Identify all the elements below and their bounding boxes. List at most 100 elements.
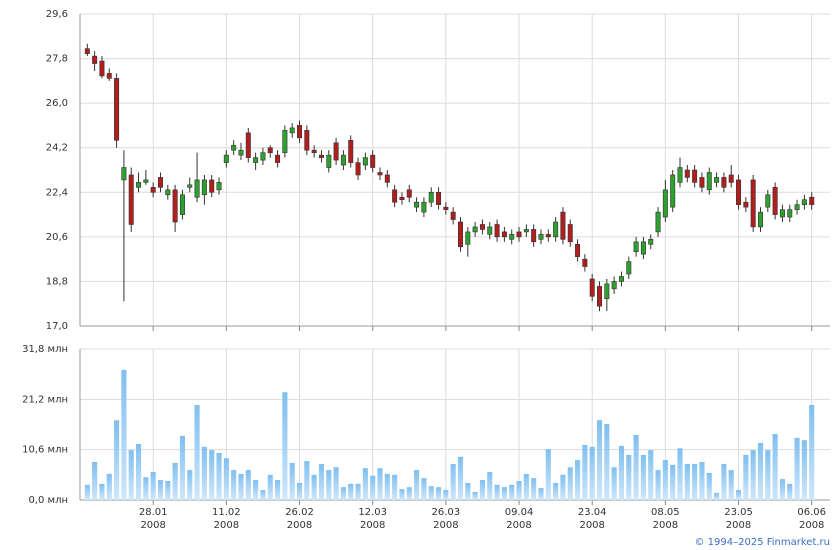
x-tick-year: 2008 [287,520,312,531]
volume-bar [114,420,120,500]
candle-body [311,149,317,153]
candle-body [721,177,727,188]
candle-body [384,174,390,183]
volume-bar [348,483,354,500]
volume-bar [699,462,705,500]
x-tick-year: 2008 [433,520,458,531]
volume-bar [604,424,610,500]
candle-body [772,187,778,215]
candle-body [655,211,661,233]
candle-body [582,258,588,267]
candle-body [421,201,427,213]
volume-bar [677,448,683,500]
volume-bar [399,489,405,500]
candle-body [399,196,405,201]
x-tick-label: 11.02 [212,507,241,518]
candle-body [633,241,639,253]
volume-bar [735,490,742,500]
candle-body [575,243,581,257]
volume-bar [728,470,734,500]
volume-bar [128,450,134,500]
volume-bar [414,470,420,500]
candle-body [377,172,383,176]
y-tick-label: 22,4 [46,187,68,198]
copyright: © 1994–2025 Finmarket.ru [694,537,830,548]
candle-body [706,172,712,191]
volume-bar [509,484,515,500]
volume-bar [648,450,654,500]
x-tick-year: 2008 [214,520,239,531]
y-tick-label: 0,0 млн [28,495,68,506]
y-tick-label: 26,0 [46,98,68,109]
volume-bar [465,482,471,500]
x-tick-label: 26.02 [285,507,314,518]
volume-bar [794,437,800,500]
volume-bar [472,491,478,500]
candle-body [318,154,324,158]
candle-body [640,241,646,255]
y-tick-label: 17,0 [46,321,68,332]
volume-bar [560,474,566,500]
volume-bar [801,440,807,500]
volume-bar [757,443,764,500]
volume-bar [392,474,398,500]
candle-body [501,231,507,238]
candle-body [216,182,222,191]
volume-bar [772,433,778,500]
volume-bar [121,369,127,500]
y-tick-label: 10,6 млн [22,445,68,456]
candle-body [362,157,368,166]
candle-body [121,167,127,181]
volume-bar [787,483,793,500]
candle-body [275,154,281,163]
candle-body [223,154,229,163]
volume-bar [618,445,625,500]
volume-bar [435,487,442,500]
candle-body [194,179,200,198]
volume-bar [626,454,632,500]
volume-bar [589,446,595,500]
volume-bar [194,405,200,500]
candle-body [809,196,815,205]
candle-body [136,182,142,188]
candle-body [794,204,800,210]
y-tick-label: 24,2 [46,143,68,154]
candle-body [699,177,705,188]
volume-bar [143,477,149,500]
x-tick-label: 23.04 [578,507,607,518]
volume-bar [633,434,639,500]
candle-body [187,184,193,188]
candle-body [472,226,478,233]
volume-bar [362,468,368,500]
candle-body [450,211,456,220]
candle-body [648,239,654,245]
volume-bar [370,475,376,500]
volume-bar [245,470,251,500]
x-tick-label: 08.05 [651,507,680,518]
candle-body [516,231,522,238]
x-tick-year: 2008 [799,520,824,531]
candle-body [567,224,573,243]
candle-body [779,209,785,218]
volume-bar [640,454,646,500]
volume-bar [765,450,771,500]
candle-body [289,127,295,134]
candle-body [172,189,178,223]
x-tick-label: 06.06 [797,507,826,518]
candle-body [757,211,763,228]
candle-body [340,154,346,166]
volume-bar [457,456,464,500]
volume-bar [523,473,529,500]
candle-body [414,201,420,208]
candle-body [787,209,793,218]
volume-bar [706,472,712,500]
volume-bar [84,484,90,500]
volume-bar [172,462,178,500]
candle-body [670,174,676,208]
candle-body [560,211,566,240]
volume-bar [333,467,339,500]
candle-body [406,189,412,198]
y-tick-label: 18,8 [46,276,68,287]
y-tick-label: 29,6 [46,9,68,20]
volume-bar [692,463,698,500]
